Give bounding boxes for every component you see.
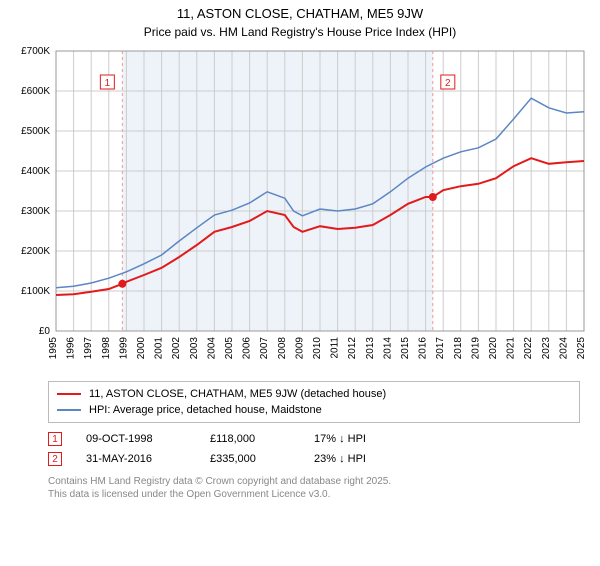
svg-text:£400K: £400K xyxy=(21,166,50,177)
sale-marker-badge: 1 xyxy=(48,432,62,446)
svg-text:£300K: £300K xyxy=(21,206,50,217)
svg-text:2018: 2018 xyxy=(453,337,464,360)
svg-text:1999: 1999 xyxy=(118,337,129,360)
svg-text:2021: 2021 xyxy=(506,337,517,360)
footnote-line: Contains HM Land Registry data © Crown c… xyxy=(48,475,580,488)
legend-item: 11, ASTON CLOSE, CHATHAM, ME5 9JW (detac… xyxy=(57,386,571,402)
legend: 11, ASTON CLOSE, CHATHAM, ME5 9JW (detac… xyxy=(48,381,580,423)
svg-text:£600K: £600K xyxy=(21,86,50,97)
svg-text:2012: 2012 xyxy=(347,337,358,360)
svg-text:2006: 2006 xyxy=(242,337,253,360)
svg-text:1997: 1997 xyxy=(83,337,94,360)
svg-text:2005: 2005 xyxy=(224,337,235,360)
sale-price: £118,000 xyxy=(210,433,290,445)
sale-date: 31-MAY-2016 xyxy=(86,453,186,465)
svg-text:2024: 2024 xyxy=(558,337,569,360)
svg-text:2001: 2001 xyxy=(154,337,165,360)
svg-text:2: 2 xyxy=(445,78,451,89)
svg-text:2011: 2011 xyxy=(330,337,341,359)
footnote-line: This data is licensed under the Open Gov… xyxy=(48,488,580,501)
svg-text:2009: 2009 xyxy=(294,337,305,360)
svg-text:2015: 2015 xyxy=(400,337,411,360)
legend-item: HPI: Average price, detached house, Maid… xyxy=(57,402,571,418)
sale-row: 2 31-MAY-2016 £335,000 23% ↓ HPI xyxy=(48,449,580,469)
svg-text:£200K: £200K xyxy=(21,246,50,257)
footnote: Contains HM Land Registry data © Crown c… xyxy=(48,475,580,501)
svg-text:1998: 1998 xyxy=(101,337,112,360)
svg-text:1: 1 xyxy=(105,78,111,89)
svg-text:2020: 2020 xyxy=(488,337,499,360)
sales-table: 1 09-OCT-1998 £118,000 17% ↓ HPI 2 31-MA… xyxy=(48,429,580,469)
svg-text:2002: 2002 xyxy=(171,337,182,360)
svg-text:2019: 2019 xyxy=(470,337,481,360)
legend-label: HPI: Average price, detached house, Maid… xyxy=(89,404,322,416)
chart-title: 11, ASTON CLOSE, CHATHAM, ME5 9JW xyxy=(0,6,600,21)
legend-label: 11, ASTON CLOSE, CHATHAM, ME5 9JW (detac… xyxy=(89,388,386,400)
svg-text:2016: 2016 xyxy=(418,337,429,360)
svg-text:2023: 2023 xyxy=(541,337,552,360)
svg-text:2014: 2014 xyxy=(382,337,393,360)
sale-diff: 17% ↓ HPI xyxy=(314,433,366,445)
sale-marker-badge: 2 xyxy=(48,452,62,466)
svg-text:2010: 2010 xyxy=(312,337,323,360)
svg-text:£100K: £100K xyxy=(21,286,50,297)
line-chart: £0 £100K £200K £300K £400K £500K £600K £700K 199… xyxy=(8,45,592,375)
sale-date: 09-OCT-1998 xyxy=(86,433,186,445)
svg-text:2000: 2000 xyxy=(136,337,147,360)
chart-area: £0 £100K £200K £300K £400K £500K £600K £700K 199… xyxy=(8,45,592,375)
svg-text:2003: 2003 xyxy=(189,337,200,360)
sale-diff: 23% ↓ HPI xyxy=(314,453,366,465)
svg-text:2008: 2008 xyxy=(277,337,288,360)
svg-text:1995: 1995 xyxy=(48,337,59,360)
svg-text:£700K: £700K xyxy=(21,46,50,57)
svg-text:2022: 2022 xyxy=(523,337,534,360)
svg-text:2017: 2017 xyxy=(435,337,446,360)
sale-price: £335,000 xyxy=(210,453,290,465)
svg-text:1996: 1996 xyxy=(66,337,77,360)
svg-text:£0: £0 xyxy=(39,326,51,337)
svg-text:2013: 2013 xyxy=(365,337,376,360)
svg-text:2007: 2007 xyxy=(259,337,270,360)
svg-text:£500K: £500K xyxy=(21,126,50,137)
legend-swatch xyxy=(57,393,81,395)
legend-swatch xyxy=(57,409,81,411)
svg-text:2025: 2025 xyxy=(576,337,587,360)
chart-subtitle: Price paid vs. HM Land Registry's House … xyxy=(0,25,600,39)
sale-row: 1 09-OCT-1998 £118,000 17% ↓ HPI xyxy=(48,429,580,449)
svg-text:2004: 2004 xyxy=(206,337,217,360)
